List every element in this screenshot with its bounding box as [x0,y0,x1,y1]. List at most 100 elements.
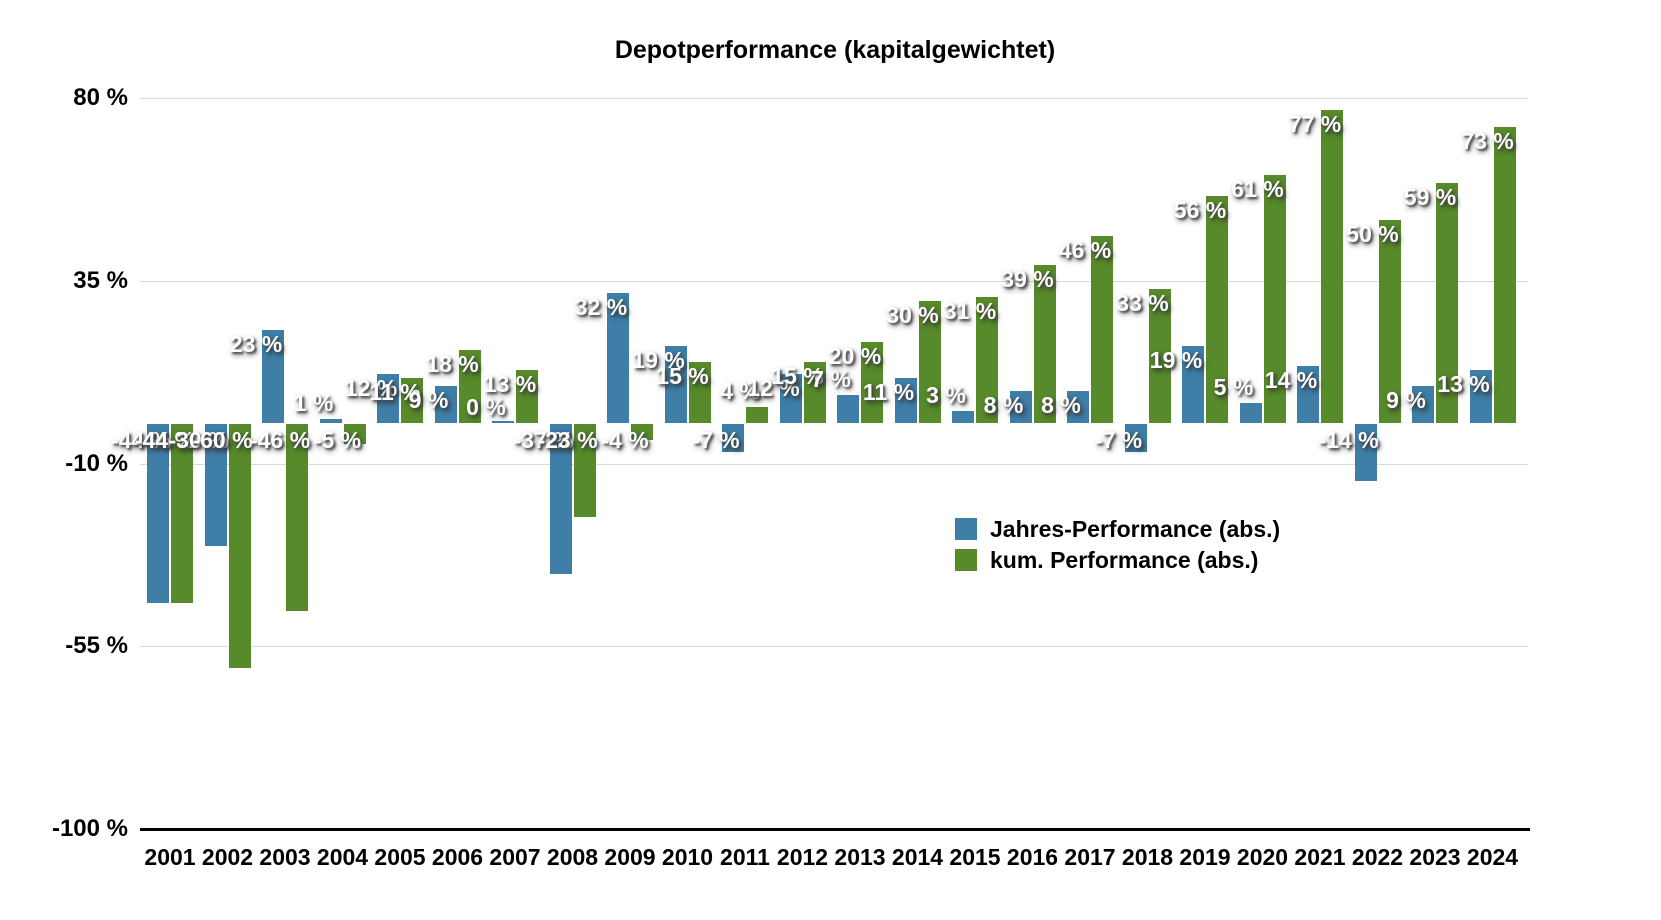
x-axis-label-2017: 2017 [1064,844,1116,870]
x-axis-label-2012: 2012 [776,844,829,870]
value-label-jahres-2015: 3 % [926,381,966,408]
bar-jahres-2005 [377,374,399,423]
bar-kum-2013 [861,341,883,423]
x-axis-label-2009: 2009 [604,844,656,870]
value-label-jahres-2012: 12 % [747,375,800,402]
gridline--10 [140,463,1528,465]
legend: Jahres-Performance (abs.) kum. Performan… [955,514,1280,576]
bar-kum-2009 [631,424,653,441]
bar-kum-2022 [1378,220,1401,423]
value-label-jahres-2024: 13 % [1437,371,1490,398]
bar-jahres-2007 [492,421,514,423]
bar-kum-2012 [803,362,826,423]
bar-jahres-2002 [204,424,227,546]
bar-kum-2010 [688,362,711,423]
bar-kum-2006 [458,349,481,423]
value-label-kum-2018: 33 % [1116,290,1169,317]
bar-kum-2001 [171,424,193,603]
value-label-kum-2008: -23 % [537,427,598,453]
bar-jahres-2010 [664,345,687,423]
bar-jahres-2019 [1182,345,1204,423]
x-axis-label-2014: 2014 [891,844,944,870]
bar-kum-2011 [746,406,768,423]
bar-jahres-2006 [434,386,457,423]
bar-kum-2018 [1148,289,1171,423]
value-label-kum-2007: 13 % [483,371,537,398]
bar-jahres-2024 [1469,370,1492,423]
value-label-kum-2021: 77 % [1288,111,1342,138]
bar-kum-2003 [286,424,308,611]
x-axis-label-2011: 2011 [720,844,770,870]
value-label-jahres-2005: 12 % [344,375,398,402]
x-axis-label-2005: 2005 [374,844,426,870]
x-axis-label-2018: 2018 [1121,844,1174,870]
x-axis-label-2008: 2008 [546,844,599,870]
value-label-jahres-2019: 19 % [1149,346,1203,373]
gridline-35 [140,280,1528,282]
bar-kum-2014 [918,301,941,423]
x-axis-label-2003: 2003 [259,844,311,870]
value-label-kum-2011: 4 % [720,377,760,404]
value-label-jahres-2006: 9 % [408,387,449,414]
bar-jahres-2004 [319,418,342,423]
y-axis-tick-label: -10 % [65,449,128,477]
value-label-jahres-2018: -7 % [1094,427,1143,453]
bar-jahres-2012 [779,374,802,423]
bar-kum-2008 [573,424,596,518]
x-axis-label-2016: 2016 [1006,844,1059,870]
legend-swatch-cumulative-icon [955,549,977,571]
bar-jahres-2017 [1067,390,1089,423]
value-label-kum-2010: 15 % [656,363,709,390]
value-label-kum-2005: 11 % [369,379,421,406]
value-label-jahres-2017: 8 % [1041,391,1081,418]
bar-jahres-2015 [952,410,974,423]
value-label-kum-2004: -5 % [313,427,362,453]
legend-item-annual: Jahres-Performance (abs.) [955,514,1280,544]
bar-jahres-2021 [1297,366,1319,423]
bar-kum-2005 [401,378,423,423]
bar-jahres-2018 [1124,424,1147,453]
y-axis-tick-label: -55 % [65,632,128,660]
bar-jahres-2009 [607,293,629,423]
gridline--55 [140,646,1528,648]
y-axis-tick-label: 35 % [73,266,128,294]
value-label-jahres-2008: -37 % [513,427,574,453]
value-label-kum-2020: 61 % [1231,176,1284,203]
value-label-kum-2001: -44 % [134,427,196,453]
value-label-kum-2017: 46 % [1058,237,1112,264]
value-label-jahres-2011: -7 % [692,427,740,453]
value-label-jahres-2001: -44 % [110,427,172,453]
x-axis-label-2007: 2007 [489,844,541,870]
legend-swatch-annual-icon [955,518,977,540]
gridline-80 [140,98,1528,100]
value-label-jahres-2013: 7 % [811,365,851,392]
bar-jahres-2003 [262,329,284,423]
value-label-jahres-2020: 5 % [1213,373,1254,400]
value-label-kum-2015: 31 % [943,298,997,325]
value-label-jahres-2009: 32 % [574,294,628,321]
x-axis-label-2020: 2020 [1236,844,1289,870]
value-label-jahres-2021: 14 % [1264,367,1318,394]
bar-kum-2007 [516,370,538,423]
x-axis-label-2004: 2004 [316,844,369,870]
bar-kum-2002 [228,424,251,668]
y-axis-tick-label: -100 % [51,815,128,842]
bar-kum-2023 [1436,183,1458,423]
bar-jahres-2011 [722,424,744,453]
bar-jahres-2020 [1239,402,1262,423]
x-axis-label-2013: 2013 [834,844,886,870]
value-label-kum-2009: -4 % [601,427,649,453]
value-label-kum-2013: 20 % [828,342,882,369]
value-label-kum-2003: -46 % [249,427,311,453]
legend-item-cumulative: kum. Performance (abs.) [955,545,1280,575]
bar-kum-2019 [1206,195,1228,423]
y-axis-tick-label: 80 % [73,84,128,112]
legend-label-cumulative: kum. Performance (abs.) [990,546,1259,573]
x-axis-label-2021: 2021 [1294,844,1346,870]
bar-kum-2016 [1033,264,1056,423]
value-label-kum-2023: 59 % [1403,184,1457,211]
bar-jahres-2008 [549,424,572,575]
bar-kum-2004 [343,424,366,445]
value-label-kum-2012: 15 % [771,363,824,390]
